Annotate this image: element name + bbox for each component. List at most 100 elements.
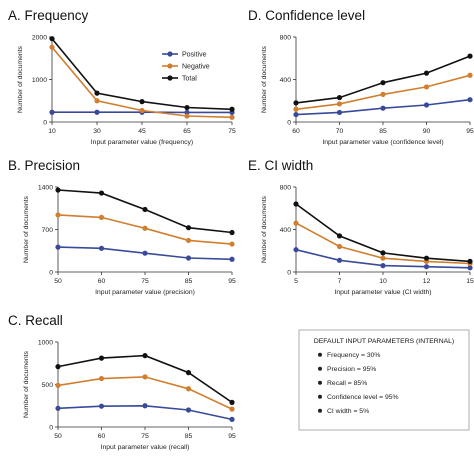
data-point-total	[139, 99, 145, 105]
data-point-positive	[423, 264, 430, 270]
x-tick-label: 5	[294, 278, 298, 285]
data-point-negative	[139, 107, 145, 114]
x-tick-label: 50	[54, 278, 62, 285]
parameter-item: CI width = 5%	[327, 408, 369, 415]
panel-title: B. Precision	[8, 158, 80, 173]
data-point-negative	[142, 225, 148, 231]
data-point-total	[336, 233, 343, 239]
x-tick-label: 60	[98, 433, 106, 440]
data-point-total	[94, 90, 100, 96]
data-point-total	[380, 250, 386, 256]
data-point-total	[49, 36, 55, 42]
data-point-positive	[336, 109, 343, 116]
y-tick-label: 1000	[38, 339, 53, 346]
panel-c: C. Recall 0 500 1000 50 60 75 85 95 Input paramet…	[8, 313, 236, 451]
y-tick-label: 700	[42, 227, 54, 234]
x-tick-label: 50	[54, 433, 62, 440]
data-point-positive	[94, 109, 100, 115]
y-tick-label: 400	[280, 227, 292, 234]
data-point-negative	[229, 114, 235, 120]
data-point-total	[467, 53, 473, 59]
default-parameters-box: DEFAULT INPUT PARAMETERS (INTERNAL) Frequ…	[298, 329, 470, 431]
data-point-total	[185, 225, 192, 231]
legend: Positive Negative Total	[162, 51, 210, 83]
data-point-negative	[55, 382, 61, 388]
data-point-negative	[94, 98, 100, 104]
panel-d: D. Confidence level 0 400 800 60 70 85 90 95 Inpu…	[248, 8, 474, 146]
data-point-total	[98, 190, 105, 196]
x-tick-label: 95	[228, 278, 236, 285]
bullet-icon	[318, 352, 322, 357]
x-axis-label: Input parameter value (precision)	[95, 289, 195, 296]
x-tick-label: 75	[141, 433, 149, 440]
x-tick-label: 70	[336, 128, 344, 135]
bullet-icon	[318, 408, 322, 413]
x-tick-label: 75	[141, 278, 149, 285]
panel-title: C. Recall	[8, 313, 63, 328]
x-tick-label: 95	[228, 433, 236, 440]
x-tick-label: 7	[338, 278, 342, 285]
panel-e: E. CI width 0 400 800 5 7 10 12 15 Input paramete…	[248, 158, 474, 296]
x-tick-label: 45	[138, 128, 146, 135]
data-point-positive	[467, 97, 473, 103]
parameter-item: Frequency = 30%	[327, 352, 380, 359]
data-point-total	[142, 206, 148, 213]
parameter-item: Precision = 95%	[327, 366, 376, 373]
x-tick-label: 90	[423, 128, 431, 135]
x-axis-label: Input parameter value (frequency)	[91, 139, 193, 146]
data-point-positive	[49, 109, 55, 115]
x-tick-label: 85	[185, 433, 193, 440]
bullet-icon	[318, 380, 322, 385]
data-point-negative	[185, 237, 192, 244]
data-point-total	[293, 100, 299, 106]
legend-label: Positive	[182, 52, 207, 59]
data-point-positive	[293, 247, 299, 253]
data-point-negative	[229, 406, 235, 412]
data-point-total	[380, 80, 386, 86]
x-axis-label: Input parameter value (CI width)	[334, 289, 431, 296]
x-tick-label: 75	[228, 128, 236, 135]
x-tick-label: 10	[48, 128, 56, 135]
y-tick-label: 0	[287, 119, 291, 126]
data-point-positive	[467, 265, 473, 271]
data-point-total	[55, 187, 61, 193]
data-point-total	[229, 229, 235, 236]
data-point-negative	[142, 374, 148, 380]
data-point-positive	[423, 102, 430, 108]
parameter-item: Confidence level = 95%	[327, 394, 399, 401]
data-point-positive	[142, 250, 148, 256]
data-point-negative	[293, 106, 299, 112]
box-border	[298, 329, 470, 431]
x-tick-label: 60	[98, 278, 106, 285]
data-point-total	[142, 353, 148, 359]
y-tick-label: 0	[287, 269, 291, 276]
data-point-total	[55, 364, 61, 370]
data-point-positive	[336, 257, 343, 263]
data-point-negative	[336, 243, 343, 250]
y-axis-label: Number of documents	[17, 45, 24, 112]
data-point-positive	[185, 407, 192, 413]
data-point-positive	[185, 255, 192, 261]
data-point-negative	[229, 241, 235, 247]
x-tick-label: 10	[379, 278, 387, 285]
bullet-icon	[318, 366, 322, 371]
legend-label: Total	[182, 76, 197, 83]
data-point-total	[467, 258, 473, 264]
x-axis-label: Input parameter value (recall)	[101, 444, 190, 451]
y-tick-label: 800	[280, 34, 292, 41]
panel-a: A. Frequency 0 1000 2000 10 30 45 65 75 Input par…	[8, 8, 236, 146]
data-point-negative	[49, 44, 55, 50]
x-tick-label: 65	[183, 128, 191, 135]
y-tick-label: 800	[280, 184, 292, 191]
x-tick-label: 85	[379, 128, 387, 135]
y-tick-label: 500	[42, 382, 54, 389]
y-tick-label: 0	[43, 119, 47, 126]
x-tick-label: 85	[185, 278, 193, 285]
data-point-positive	[229, 256, 235, 262]
legend-marker-total	[167, 75, 173, 81]
data-point-total	[229, 399, 235, 405]
y-tick-label: 400	[280, 77, 292, 84]
data-point-positive	[380, 263, 386, 269]
x-tick-label: 12	[423, 278, 431, 285]
panel-title: E. CI width	[248, 158, 313, 173]
